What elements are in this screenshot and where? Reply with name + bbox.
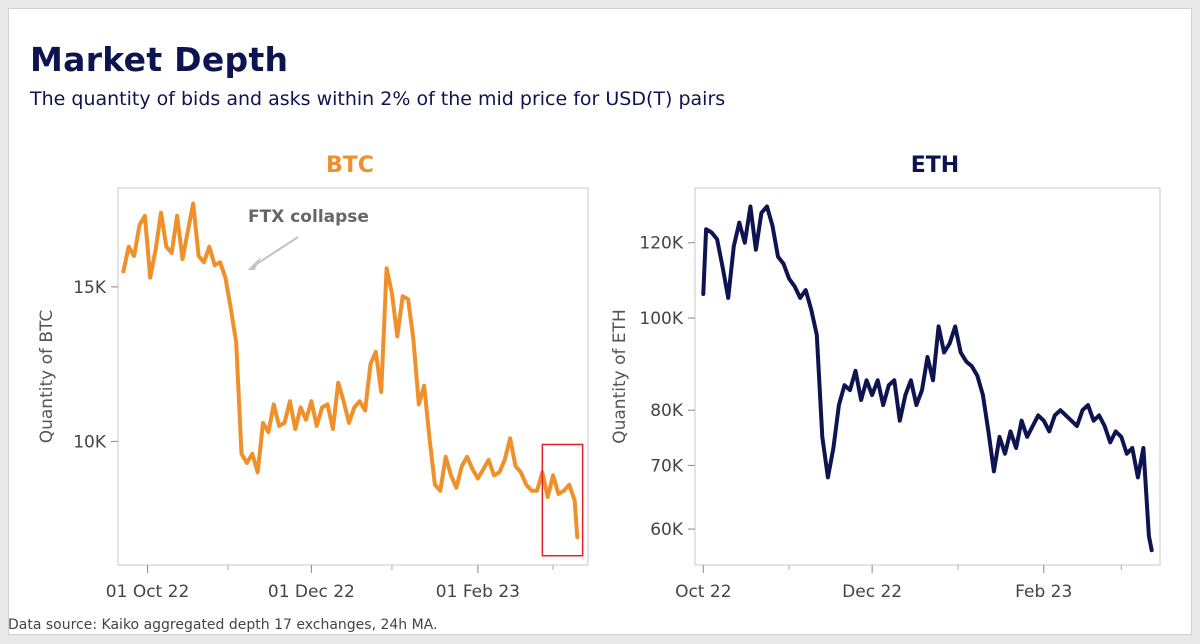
page-subtitle: The quantity of bids and asks within 2% … bbox=[30, 88, 726, 110]
page-title: Market Depth bbox=[30, 40, 289, 79]
data-source-note: Data source: Kaiko aggregated depth 17 e… bbox=[8, 617, 438, 633]
eth-chart-title: ETH bbox=[910, 153, 960, 178]
btc-chart-title: BTC bbox=[326, 153, 374, 178]
